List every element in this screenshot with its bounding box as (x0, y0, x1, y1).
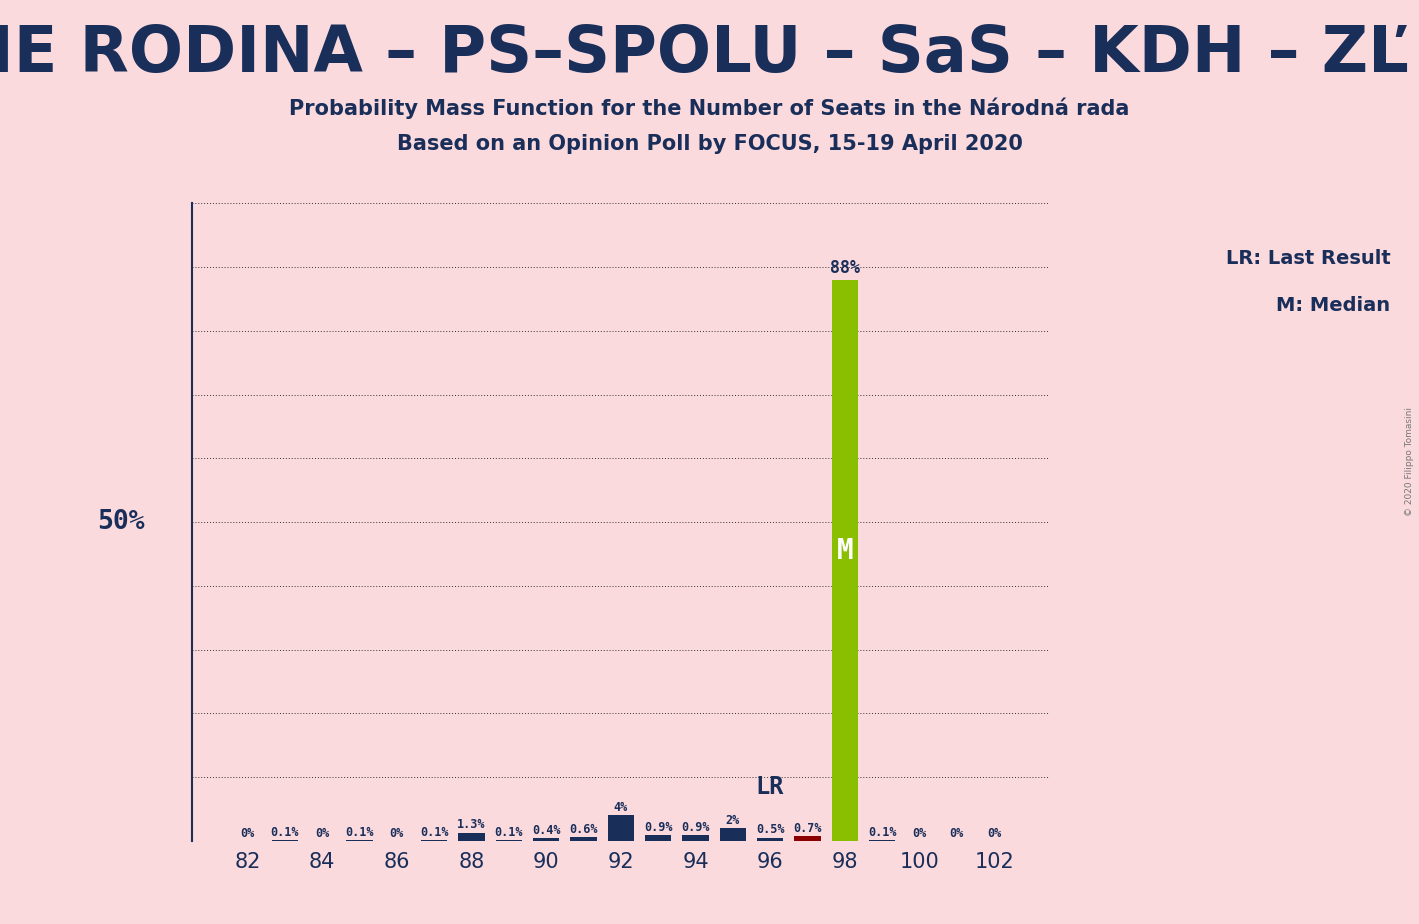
Text: 0.1%: 0.1% (420, 826, 448, 839)
Text: 0%: 0% (949, 827, 964, 840)
Bar (646, 835, 671, 841)
Text: 0.5%: 0.5% (756, 823, 785, 836)
Bar (607, 815, 634, 841)
Text: 0.1%: 0.1% (495, 826, 524, 839)
Text: 4%: 4% (613, 801, 629, 814)
Text: Based on an Opinion Poll by FOCUS, 15-19 April 2020: Based on an Opinion Poll by FOCUS, 15-19… (396, 134, 1023, 154)
Bar (832, 280, 858, 841)
Bar (795, 836, 820, 841)
Text: 0%: 0% (912, 827, 927, 840)
Text: LR: Last Result: LR: Last Result (1226, 249, 1391, 269)
Text: M: M (836, 537, 853, 565)
Text: 0.1%: 0.1% (868, 826, 897, 839)
Text: 1.3%: 1.3% (457, 819, 485, 832)
Bar (758, 838, 783, 841)
Text: 0.1%: 0.1% (271, 826, 299, 839)
Text: 0%: 0% (390, 827, 404, 840)
Text: 0%: 0% (315, 827, 329, 840)
Text: 0.4%: 0.4% (532, 824, 561, 837)
Text: 0.7%: 0.7% (793, 822, 822, 835)
Text: 0.9%: 0.9% (681, 821, 710, 833)
Text: © 2020 Filippo Tomasini: © 2020 Filippo Tomasini (1405, 407, 1413, 517)
Bar (570, 837, 596, 841)
Text: 0.6%: 0.6% (569, 822, 597, 835)
Bar (683, 835, 708, 841)
Bar (534, 838, 559, 841)
Text: 0.1%: 0.1% (345, 826, 373, 839)
Text: LR: LR (756, 775, 785, 799)
Text: 0%: 0% (988, 827, 1002, 840)
Text: Probability Mass Function for the Number of Seats in the Národná rada: Probability Mass Function for the Number… (289, 97, 1130, 118)
Text: 50%: 50% (96, 509, 145, 535)
Bar (719, 828, 746, 841)
Text: 0%: 0% (240, 827, 254, 840)
Text: 88%: 88% (830, 259, 860, 276)
Bar (458, 833, 484, 841)
Text: 2%: 2% (725, 814, 739, 827)
Text: M: Median: M: Median (1277, 296, 1391, 315)
Text: OLaNO – SME RODINA – PS–SPOLU – SaS – KDH – ZĽ – SMK–MKP: OLaNO – SME RODINA – PS–SPOLU – SaS – KD… (0, 23, 1419, 85)
Text: 0.9%: 0.9% (644, 821, 673, 833)
